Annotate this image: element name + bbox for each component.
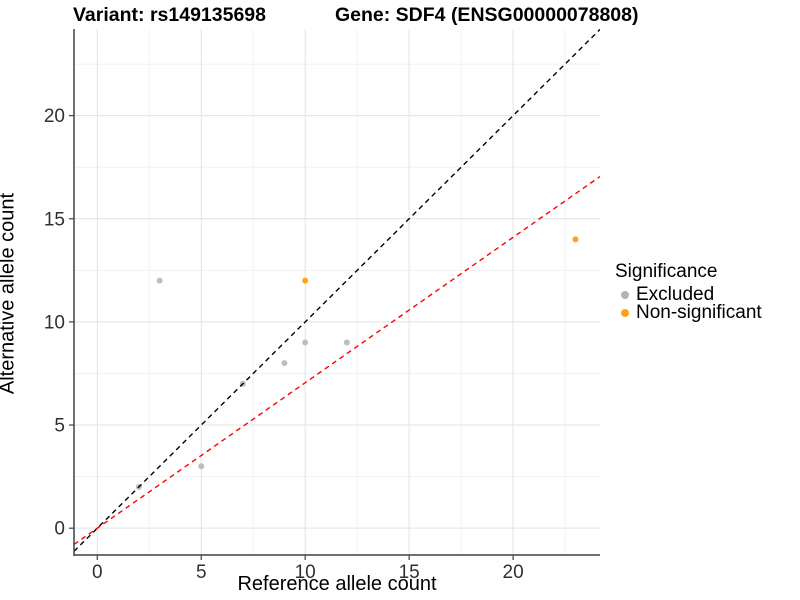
y-tick-label: 0 [54, 519, 65, 540]
x-axis-title: Reference allele count [237, 573, 437, 595]
data-point-excluded [156, 277, 163, 284]
legend-title: Significance [615, 261, 718, 282]
legend-label: Excluded [636, 284, 715, 305]
data-point-excluded [281, 360, 288, 367]
data-point-excluded [343, 339, 350, 346]
legend: Significance Excluded Non-significant [615, 261, 762, 323]
x-tick-label: 10 [295, 562, 316, 583]
y-tick-label: 10 [44, 312, 65, 333]
y-tick-label: 20 [44, 106, 65, 127]
y-tick-label: 5 [54, 416, 65, 437]
x-tick-label: 20 [503, 562, 524, 583]
excluded-dot-icon [621, 291, 629, 299]
legend-item-excluded: Excluded [615, 284, 762, 305]
plot-title-gene: Gene: SDF4 (ENSG00000078808) [335, 4, 639, 26]
data-point-excluded [302, 339, 309, 346]
expected-ratio-line [74, 175, 600, 546]
non-significant-dot-icon [621, 309, 629, 317]
data-point-non-significant [302, 277, 309, 284]
y-axis-title: Alternative allele count [0, 192, 19, 395]
data-point-non-significant [572, 236, 579, 243]
legend-item-non-significant: Non-significant [615, 302, 762, 323]
x-tick-label: 15 [399, 562, 420, 583]
legend-label: Non-significant [636, 302, 762, 323]
x-tick-label: 5 [196, 562, 207, 583]
y-tick-label: 15 [44, 209, 65, 230]
x-tick-label: 0 [92, 562, 103, 583]
identity-line [74, 29, 600, 552]
data-point-excluded [198, 463, 205, 470]
plot-title-variant: Variant: rs149135698 [73, 4, 266, 26]
